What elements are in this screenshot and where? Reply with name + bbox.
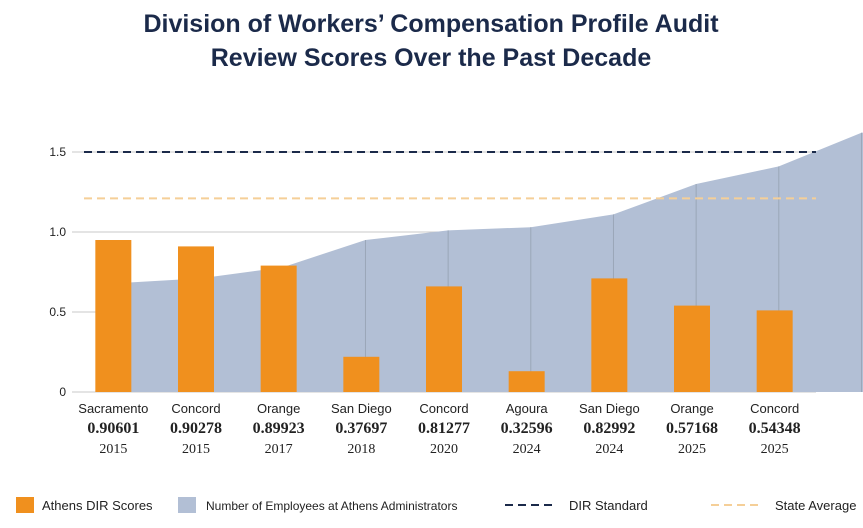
legend-swatch-athens-dir-scores: [16, 497, 34, 513]
category-city-label: Concord: [171, 401, 220, 416]
x-axis-labels: Sacramento 0.90601 2015 Concord 0.90278 2015 O…: [78, 401, 800, 457]
legend-label: Athens DIR Scores: [42, 498, 153, 513]
category-score-label: 0.37697: [335, 420, 387, 437]
category-year-label: 2015: [182, 442, 210, 457]
y-tick-label: 1.5: [49, 145, 66, 159]
bar: [508, 371, 545, 392]
category-year-label: 2020: [430, 442, 458, 457]
y-tick-label: 0.5: [49, 305, 66, 319]
y-tick-label: 0: [59, 385, 66, 399]
legend: Athens DIR Scores Number of Employees at …: [16, 497, 856, 513]
legend-label: State Average: [775, 498, 856, 513]
plot-area: 0 0.5 1.0 1.5: [49, 132, 863, 399]
category-year-label: 2025: [761, 442, 789, 457]
bar: [591, 278, 628, 392]
category-score-label: 0.82992: [583, 420, 635, 437]
category-city-label: San Diego: [331, 401, 392, 416]
category-year-label: 2018: [347, 442, 375, 457]
bar: [260, 265, 297, 392]
category-city-label: Orange: [257, 401, 300, 416]
category-score-label: 0.54348: [749, 420, 801, 437]
category-score-label: 0.57168: [666, 420, 718, 437]
category-score-label: 0.89923: [253, 420, 305, 437]
category-year-label: 2024: [595, 442, 623, 457]
category-city-label: San Diego: [579, 401, 640, 416]
employee-area: [117, 132, 863, 392]
category-score-label: 0.32596: [501, 420, 553, 437]
legend-swatch-employees: [178, 497, 196, 513]
legend-label: DIR Standard: [569, 498, 648, 513]
category-year-label: 2015: [99, 442, 127, 457]
bar: [178, 246, 214, 392]
category-city-label: Sacramento: [78, 401, 148, 416]
category-year-label: 2024: [513, 442, 541, 457]
legend-label: Number of Employees at Athens Administra…: [206, 499, 457, 513]
chart-title-line-1: Division of Workers’ Compensation Profil…: [143, 10, 719, 38]
bar: [426, 286, 462, 392]
category-city-label: Orange: [670, 401, 713, 416]
category-score-label: 0.81277: [418, 420, 470, 437]
category-city-label: Agoura: [506, 401, 549, 416]
bar: [674, 305, 710, 392]
category-year-label: 2025: [678, 442, 706, 457]
bar: [343, 356, 380, 392]
bar: [756, 310, 793, 392]
bar: [95, 240, 132, 392]
category-score-label: 0.90278: [170, 420, 222, 437]
category-score-label: 0.90601: [87, 420, 139, 437]
category-city-label: Concord: [750, 401, 799, 416]
category-year-label: 2017: [265, 442, 293, 457]
chart-title-line-2: Review Scores Over the Past Decade: [211, 44, 652, 72]
category-city-label: Concord: [419, 401, 468, 416]
y-tick-label: 1.0: [49, 225, 66, 239]
